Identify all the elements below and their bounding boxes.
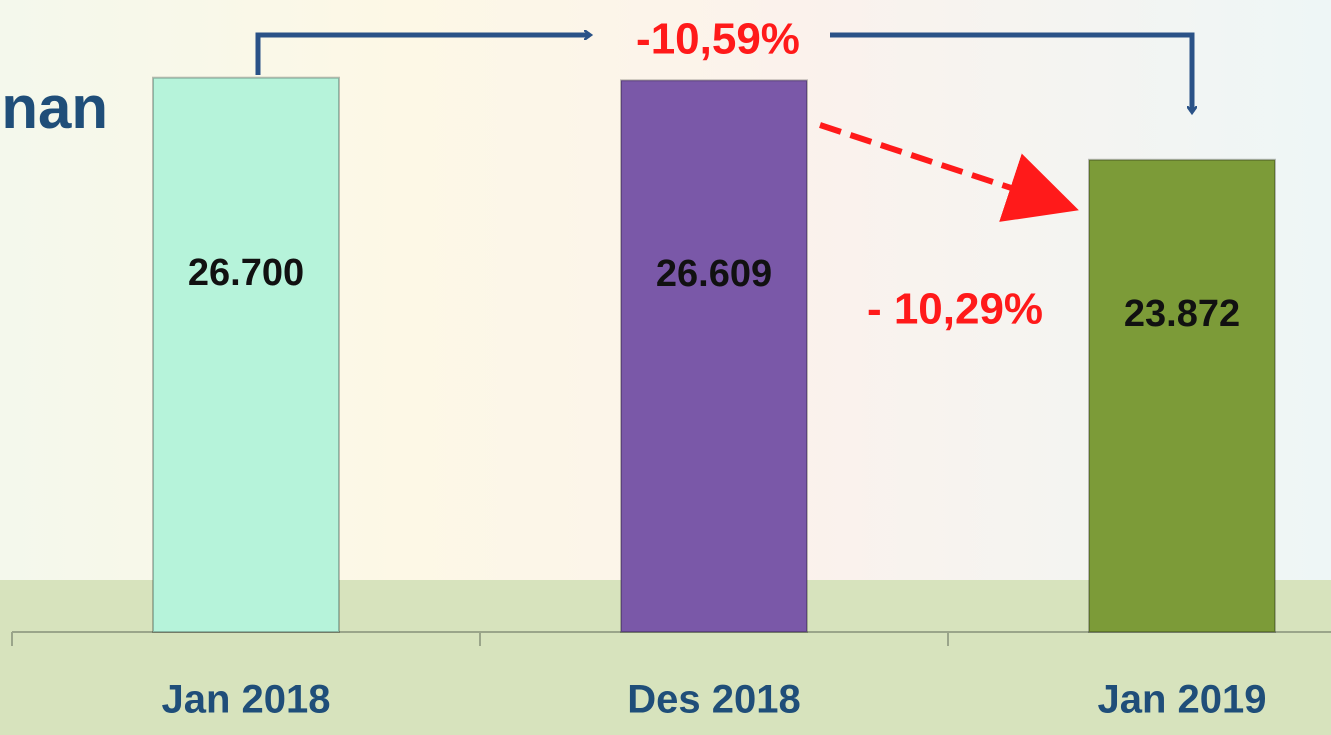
annotation: - 10,29% — [867, 285, 1043, 334]
annotation: -10,59% — [636, 15, 800, 64]
x-tick-label: Jan 2019 — [1097, 678, 1266, 722]
bar — [620, 79, 808, 634]
bar — [1088, 158, 1276, 633]
x-tick-label: Jan 2018 — [161, 678, 330, 722]
bar — [152, 76, 340, 634]
value-label: 26.700 — [188, 252, 304, 294]
value-label: 26.609 — [656, 253, 772, 295]
arrow — [830, 32, 1192, 112]
dashed-arrow — [819, 122, 1079, 222]
chart-title: nan — [1, 74, 108, 141]
arrow — [255, 35, 590, 75]
value-label: 23.872 — [1124, 293, 1240, 335]
x-tick-label: Des 2018 — [627, 678, 800, 722]
